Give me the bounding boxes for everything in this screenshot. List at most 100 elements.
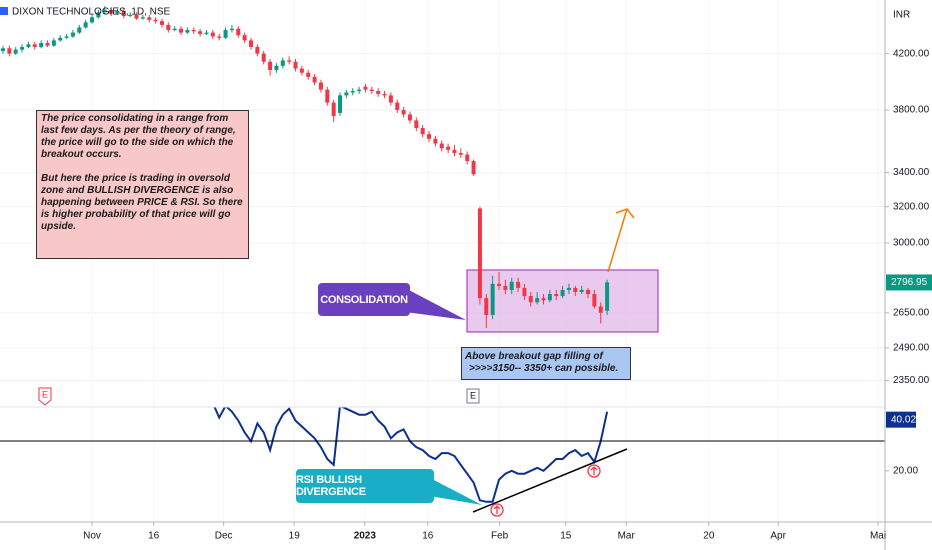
last-value-label: 40.02 (891, 414, 916, 425)
x-tick-label: 2023 (354, 531, 377, 542)
candle-body (210, 32, 215, 37)
candle-body (388, 95, 393, 103)
candle-body (229, 28, 234, 31)
candle-body (153, 19, 158, 22)
candle-body (509, 281, 514, 290)
y-tick-label: 2490.00 (893, 343, 930, 354)
last-value-box (886, 411, 916, 428)
range-box (466, 269, 659, 333)
candle-body (395, 102, 400, 110)
candle-body (293, 61, 298, 69)
earnings-label: E (470, 390, 476, 400)
y-tick-label: 2650.00 (893, 307, 930, 318)
candle-body (242, 35, 247, 41)
trend-line (472, 448, 628, 513)
candle-body (363, 86, 368, 90)
candle-body (407, 114, 412, 121)
candle-body (0, 48, 5, 51)
note-line: Above breakout gap filling of (465, 351, 603, 362)
arrow (607, 208, 628, 273)
x-tick-label: 20 (703, 531, 715, 542)
y-tick-label: 20.00 (893, 465, 918, 476)
candle-body (547, 294, 552, 301)
candle-body (528, 296, 533, 303)
candle-body (338, 95, 343, 113)
candle-body (77, 27, 82, 33)
candle-body (140, 17, 145, 19)
grid (0, 53, 885, 381)
candle-body (217, 36, 222, 38)
candle-body (185, 30, 190, 33)
candle-body (427, 134, 432, 139)
candle-body (477, 208, 482, 299)
candle-body (369, 89, 374, 92)
candle-body (204, 32, 209, 34)
candle-body (20, 46, 25, 50)
candle-body (274, 65, 279, 70)
candle-body (109, 9, 114, 14)
y-tick-label: 3200.00 (893, 201, 930, 212)
symbol-icon (0, 7, 8, 15)
candle-body (179, 28, 184, 33)
candle-body (128, 14, 133, 17)
candle-body (446, 146, 451, 150)
candle-body (312, 76, 317, 83)
rsi-callout: RSI BULLISH DIVERGENCE (296, 469, 434, 503)
candle-body (236, 28, 241, 36)
price-pane (0, 6, 610, 328)
breakout-note: Above breakout gap filling of >>>>3150--… (461, 347, 631, 380)
candle-body (420, 128, 425, 135)
candle-body (535, 298, 540, 303)
chart-title: DIXON TECHNOLOGIES, 1D, NSE (12, 7, 171, 18)
x-tick-label: Nov (83, 531, 101, 542)
earnings-label: E (42, 389, 48, 399)
candle-body (198, 31, 203, 34)
candle-body (7, 48, 12, 54)
candle-body (490, 283, 495, 315)
candle-body (248, 40, 253, 47)
analysis-note: The price consolidating in a range from … (36, 110, 249, 259)
candle-body (147, 17, 152, 20)
candle-body (401, 109, 406, 115)
candle-body (299, 68, 304, 73)
candle-body (166, 24, 171, 31)
currency-label: INR (893, 10, 910, 21)
y-tick-label: 3800.00 (893, 105, 930, 116)
x-tick-label: 16 (148, 531, 160, 542)
candle-body (70, 32, 75, 37)
candle-body (458, 153, 463, 155)
candle-body (452, 149, 457, 154)
earnings-icon (466, 388, 480, 404)
candle-body (64, 36, 69, 38)
y-tick-label: 3400.00 (893, 167, 930, 178)
y-tick-label: 3000.00 (893, 238, 930, 249)
candle-body (121, 11, 126, 17)
candle-body (516, 281, 521, 288)
candle-body (522, 287, 527, 297)
candle-body (191, 30, 196, 32)
x-tick-label: 15 (560, 531, 572, 542)
candle-body (96, 12, 101, 18)
candle-body (433, 138, 438, 144)
candle-body (471, 161, 476, 175)
candle-body (592, 294, 597, 307)
candle-body (357, 89, 362, 92)
candle-body (605, 282, 610, 311)
candle-body (45, 43, 50, 46)
candle-body (414, 120, 419, 129)
candle-body (268, 61, 273, 70)
candle-body (26, 44, 31, 47)
candle-body (58, 37, 63, 41)
consolidation-callout: CONSOLIDATION (318, 283, 410, 316)
candle-body (134, 14, 139, 19)
candle-body (376, 91, 381, 94)
earnings-icon (38, 387, 52, 406)
candle-body (503, 285, 508, 290)
callout-pointer (430, 478, 482, 505)
candle-body (325, 89, 330, 103)
candle-body (159, 21, 164, 25)
candle-body (465, 154, 470, 162)
candle-body (331, 102, 336, 116)
candle-body (83, 22, 88, 28)
candle-body (573, 287, 578, 292)
